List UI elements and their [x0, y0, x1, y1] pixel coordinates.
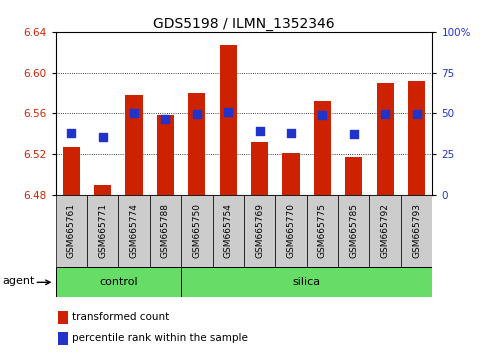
- Text: GSM665771: GSM665771: [98, 204, 107, 258]
- Bar: [57, 311, 68, 324]
- Bar: [220, 45, 237, 195]
- Bar: [283, 153, 299, 195]
- Bar: [181, 195, 213, 267]
- Point: [319, 113, 327, 118]
- Bar: [251, 142, 268, 195]
- Text: silica: silica: [293, 277, 321, 287]
- Point: [224, 109, 232, 115]
- Bar: [63, 147, 80, 195]
- Point: [382, 112, 389, 117]
- Title: GDS5198 / ILMN_1352346: GDS5198 / ILMN_1352346: [153, 17, 335, 31]
- Point: [287, 130, 295, 136]
- Point: [68, 130, 75, 136]
- Text: GSM665788: GSM665788: [161, 204, 170, 258]
- Text: GSM665769: GSM665769: [255, 204, 264, 258]
- Bar: [56, 267, 181, 297]
- Text: GSM665761: GSM665761: [67, 204, 76, 258]
- Bar: [275, 195, 307, 267]
- Bar: [118, 195, 150, 267]
- Bar: [345, 157, 362, 195]
- Point: [412, 112, 420, 117]
- Bar: [314, 101, 331, 195]
- Point: [130, 110, 138, 116]
- Bar: [401, 195, 432, 267]
- Text: GSM665770: GSM665770: [286, 204, 296, 258]
- Bar: [150, 195, 181, 267]
- Point: [256, 128, 264, 133]
- Bar: [57, 332, 68, 345]
- Bar: [181, 267, 432, 297]
- Point: [350, 131, 357, 136]
- Bar: [56, 195, 87, 267]
- Text: agent: agent: [3, 276, 35, 286]
- Text: control: control: [99, 277, 138, 287]
- Bar: [94, 184, 111, 195]
- Bar: [126, 95, 142, 195]
- Text: GSM665754: GSM665754: [224, 204, 233, 258]
- Text: GSM665792: GSM665792: [381, 204, 390, 258]
- Bar: [213, 195, 244, 267]
- Text: GSM665785: GSM665785: [349, 204, 358, 258]
- Bar: [188, 93, 205, 195]
- Bar: [338, 195, 369, 267]
- Bar: [244, 195, 275, 267]
- Text: transformed count: transformed count: [72, 312, 169, 322]
- Text: percentile rank within the sample: percentile rank within the sample: [72, 333, 248, 343]
- Point: [193, 112, 201, 117]
- Text: GSM665774: GSM665774: [129, 204, 139, 258]
- Bar: [408, 81, 425, 195]
- Bar: [369, 195, 401, 267]
- Bar: [307, 195, 338, 267]
- Text: GSM665775: GSM665775: [318, 204, 327, 258]
- Bar: [157, 115, 174, 195]
- Point: [99, 134, 107, 139]
- Text: GSM665793: GSM665793: [412, 204, 421, 258]
- Bar: [87, 195, 118, 267]
- Point: [161, 116, 170, 122]
- Bar: [377, 83, 394, 195]
- Text: GSM665750: GSM665750: [192, 204, 201, 258]
